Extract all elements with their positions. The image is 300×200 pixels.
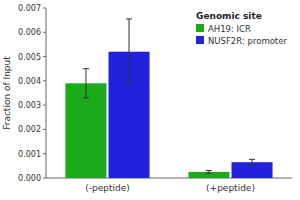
y-tick-label: 0.007 <box>18 4 41 13</box>
error-bar <box>83 69 89 98</box>
y-tick-label: 0.003 <box>18 101 41 110</box>
chart: 0.000 0.001 0.002 0.003 0.004 0.005 0.006 0.007… <box>0 0 300 200</box>
error-line <box>252 159 253 165</box>
error-bar <box>206 170 212 173</box>
x-tick-label: (-peptide) <box>85 183 130 193</box>
y-tick-label: 0.006 <box>18 28 41 37</box>
y-tick-label: 0.004 <box>18 77 41 86</box>
y-axis-label: Fraction of Input <box>2 56 12 130</box>
error-line <box>129 19 130 85</box>
legend: Genomic site AH19: ICR NUSF2R: promoter <box>196 11 287 46</box>
error-cap <box>126 18 132 19</box>
legend-title: Genomic site <box>196 11 262 21</box>
bar <box>65 83 106 178</box>
legend-label: AH19: ICR <box>208 24 251 34</box>
y-tick-label: 0.005 <box>18 53 41 62</box>
error-bar <box>126 19 132 85</box>
error-cap <box>249 165 255 166</box>
legend-swatch <box>196 36 204 44</box>
y-tick-label: 0.002 <box>18 125 41 134</box>
x-tick-label: (+peptide) <box>206 183 255 193</box>
error-line <box>85 69 86 98</box>
y-axis-line <box>46 8 47 178</box>
error-bar <box>249 159 255 165</box>
legend-swatch <box>196 24 204 32</box>
error-cap <box>206 170 212 171</box>
error-cap <box>206 173 212 174</box>
y-tick-label: 0.001 <box>18 150 41 159</box>
error-cap <box>126 84 132 85</box>
error-cap <box>249 159 255 160</box>
x-axis: (-peptide) (+peptide) <box>46 178 292 193</box>
error-cap <box>83 68 89 69</box>
y-tick-label: 0.000 <box>18 174 41 183</box>
error-cap <box>83 97 89 98</box>
chart-container: 0.000 0.001 0.002 0.003 0.004 0.005 0.006 0.007… <box>0 0 300 200</box>
y-axis: 0.000 0.001 0.002 0.003 0.004 0.005 0.006 0.007 <box>18 4 46 183</box>
legend-label: NUSF2R: promoter <box>208 36 287 46</box>
